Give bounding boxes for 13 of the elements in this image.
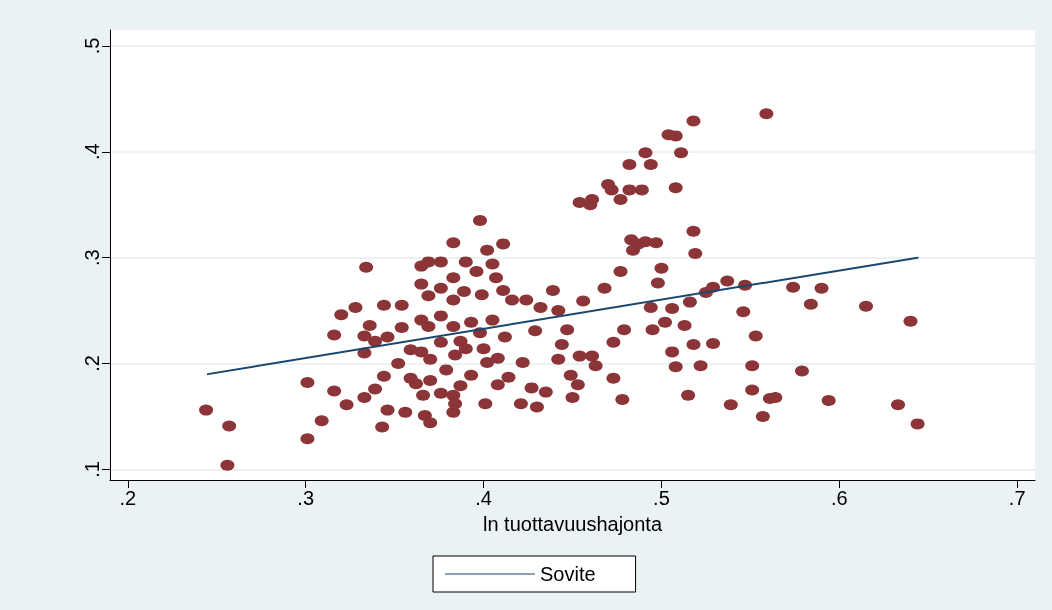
y-tick-label: .3 — [81, 249, 103, 266]
y-tick-label: .1 — [81, 461, 103, 478]
x-tick-label: .3 — [297, 487, 315, 509]
y-tick-label: .4 — [81, 143, 103, 161]
y-tick-label: .5 — [81, 37, 103, 55]
x-tick-label: .7 — [1008, 487, 1026, 509]
x-tick-label: .2 — [119, 487, 137, 509]
x-tick-label: .5 — [653, 487, 670, 509]
x-tick-label: .6 — [830, 487, 848, 509]
x-axis-title: ln tuottavuushajonta — [482, 513, 663, 535]
y-tick-label: .2 — [81, 355, 103, 372]
x-tick-label: .4 — [475, 487, 492, 509]
legend-label: Sovite — [540, 563, 596, 585]
